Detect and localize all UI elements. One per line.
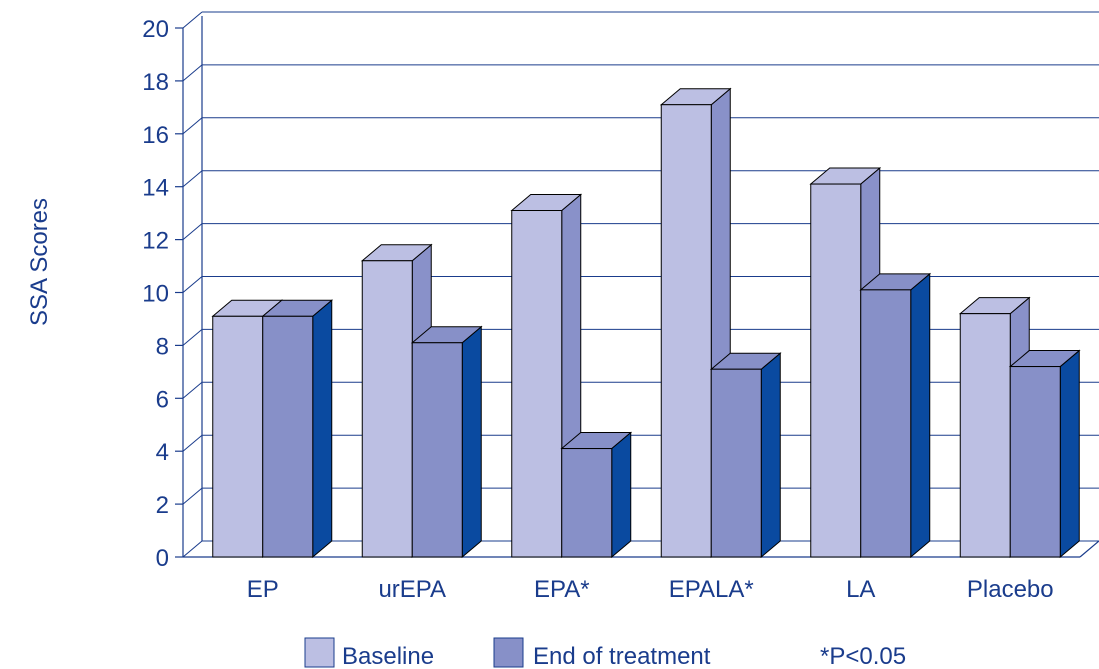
gridline-depth xyxy=(182,434,203,452)
bar-end-of-treatment-front xyxy=(561,448,613,558)
x-tick-label: Placebo xyxy=(967,576,1054,603)
bar-end-of-treatment-side xyxy=(760,352,781,559)
bar-baseline-front xyxy=(361,260,413,558)
legend-label-end-of-treatment: End of treatment xyxy=(533,643,711,669)
bar-baseline-front xyxy=(511,210,563,558)
bar-end-of-treatment xyxy=(709,352,782,559)
bar-end-of-treatment xyxy=(560,431,633,559)
y-tick-label: 16 xyxy=(142,122,169,149)
x-axis-labels: EP urEPA EPA* EPALA* LA Placebo xyxy=(247,576,1054,603)
chart-grid xyxy=(182,11,1099,558)
gridline-depth xyxy=(182,487,203,505)
x-tick-label: EP xyxy=(247,576,279,603)
bar-end-of-treatment-side xyxy=(461,325,482,559)
gridline-depth xyxy=(182,64,203,82)
gridline-depth xyxy=(182,329,203,346)
y-tick-label: 12 xyxy=(142,228,169,255)
bar-end-of-treatment-front xyxy=(710,368,762,558)
bar-end-of-treatment-side xyxy=(910,272,931,559)
bars xyxy=(211,87,1081,559)
x-tick-label: LA xyxy=(846,576,875,603)
bar-end-of-treatment-side xyxy=(312,299,333,559)
bar-baseline-front xyxy=(212,315,264,558)
y-axis-label: SSA Scores xyxy=(26,198,53,326)
bar-baseline-front xyxy=(810,183,862,558)
y-axis: 0 2 4 6 8 10 12 14 16 18 20 xyxy=(142,16,1080,572)
gridline-depth xyxy=(182,381,203,399)
bar-end-of-treatment xyxy=(859,272,932,559)
legend-swatch-baseline xyxy=(304,637,335,668)
y-tick-label: 20 xyxy=(142,16,169,43)
bar-end-of-treatment-front xyxy=(860,289,912,558)
x-tick-label: EPALA* xyxy=(669,576,754,603)
y-tick-label: 18 xyxy=(142,69,169,96)
gridline-depth xyxy=(182,117,203,135)
bar-end-of-treatment xyxy=(410,325,483,559)
floor-depth-edge xyxy=(1079,540,1099,558)
bar-end-of-treatment-side xyxy=(1059,349,1080,559)
y-tick-label: 2 xyxy=(156,492,169,519)
bar-end-of-treatment-front xyxy=(1009,366,1061,558)
y-tick-label: 4 xyxy=(156,439,169,466)
gridline-depth xyxy=(182,223,203,240)
bar-baseline-front xyxy=(660,104,712,558)
x-tick-label: EPA* xyxy=(534,576,590,603)
bar-baseline xyxy=(510,193,583,559)
y-tick-label: 6 xyxy=(156,386,169,413)
bar-end-of-treatment-front xyxy=(411,342,463,558)
gridline-depth xyxy=(182,170,203,188)
bar-end-of-treatment xyxy=(261,299,334,559)
bar-end-of-treatment-side xyxy=(611,431,632,559)
y-tick-label: 8 xyxy=(156,333,169,360)
bar-end-of-treatment xyxy=(1008,349,1081,559)
x-tick-label: urEPA xyxy=(378,576,446,603)
gridline-depth xyxy=(182,11,203,29)
bar-end-of-treatment-front xyxy=(262,315,314,558)
legend-label-baseline: Baseline xyxy=(342,643,434,669)
significance-note: *P<0.05 xyxy=(820,643,906,669)
legend-swatch-end-of-treatment xyxy=(493,637,524,668)
bar-baseline-front xyxy=(959,313,1011,558)
gridline-depth xyxy=(182,540,203,558)
y-tick-label: 0 xyxy=(156,545,169,572)
gridline-depth xyxy=(182,276,203,293)
y-tick-label: 14 xyxy=(142,175,169,202)
legend: Baseline End of treatment *P<0.05 xyxy=(304,637,906,669)
y-tick-label: 10 xyxy=(142,281,169,308)
